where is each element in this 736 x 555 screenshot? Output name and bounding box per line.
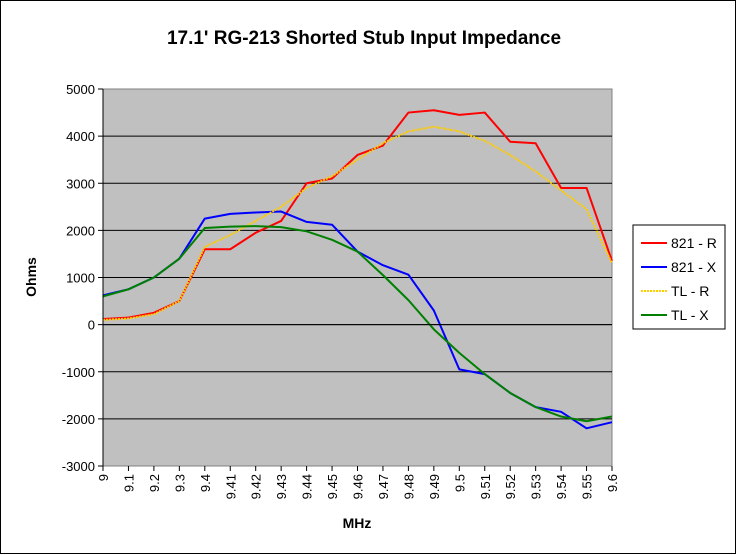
x-tick-label: 9.48 bbox=[401, 474, 416, 499]
x-tick-label: 9.46 bbox=[351, 474, 366, 499]
x-tick-label: 9.55 bbox=[580, 474, 595, 499]
legend-entry: TL - X bbox=[671, 307, 709, 323]
legend-entry: 821 - R bbox=[671, 235, 717, 251]
x-tick-label: 9.44 bbox=[300, 474, 315, 499]
x-tick-label: 9.52 bbox=[503, 474, 518, 499]
x-tick-label: 9.51 bbox=[478, 474, 493, 499]
y-tick-label: -3000 bbox=[62, 459, 95, 474]
y-tick-label: -2000 bbox=[62, 412, 95, 427]
x-tick-label: 9.47 bbox=[376, 474, 391, 499]
y-tick-label: 2000 bbox=[66, 223, 95, 238]
x-tick-label: 9.53 bbox=[529, 474, 544, 499]
x-tick-label: 9.1 bbox=[121, 474, 136, 492]
y-axis-label: Ohms bbox=[23, 257, 39, 297]
series-lines bbox=[102, 109, 613, 430]
x-tick-label: 9.54 bbox=[554, 474, 569, 499]
x-axis-label: MHz bbox=[343, 515, 372, 531]
x-tick-label: 9.49 bbox=[427, 474, 442, 499]
x-tick-label: 9.43 bbox=[274, 474, 289, 499]
y-tick-label: 0 bbox=[88, 318, 95, 333]
x-tick-label: 9.6 bbox=[605, 474, 620, 492]
x-tick-label: 9.5 bbox=[452, 474, 467, 492]
x-tick-label: 9.2 bbox=[147, 474, 162, 492]
x-tick-label: 9 bbox=[96, 474, 111, 481]
x-tick-label: 9.42 bbox=[249, 474, 264, 499]
series-line-3 bbox=[102, 225, 613, 423]
y-tick-label: 3000 bbox=[66, 176, 95, 191]
y-tick-label: 1000 bbox=[66, 271, 95, 286]
chart-title: 17.1' RG-213 Shorted Stub Input Impedanc… bbox=[167, 28, 561, 49]
series-line-2 bbox=[102, 125, 613, 321]
x-axis-ticks: 9 9.1 9.2 9.3 9.4 9.41 9.42 9.43 9.44 9.45 9.46 9.4… bbox=[96, 466, 620, 499]
x-tick-label: 9.45 bbox=[325, 474, 340, 499]
y-tick-label: -1000 bbox=[62, 365, 95, 380]
y-axis-ticks: 5000 4000 3000 2000 1000 0 -1000 -2000 -3000 bbox=[62, 82, 612, 474]
legend-entry: 821 - X bbox=[671, 259, 717, 275]
x-tick-label: 9.4 bbox=[198, 474, 213, 492]
x-tick-label: 9.41 bbox=[223, 474, 238, 499]
legend-entry: TL - R bbox=[671, 283, 709, 299]
x-tick-label: 9.3 bbox=[172, 474, 187, 492]
y-tick-label: 5000 bbox=[66, 82, 95, 97]
legend: 821 - R 821 - X TL - R TL - X bbox=[632, 224, 726, 330]
y-tick-label: 4000 bbox=[66, 129, 95, 144]
